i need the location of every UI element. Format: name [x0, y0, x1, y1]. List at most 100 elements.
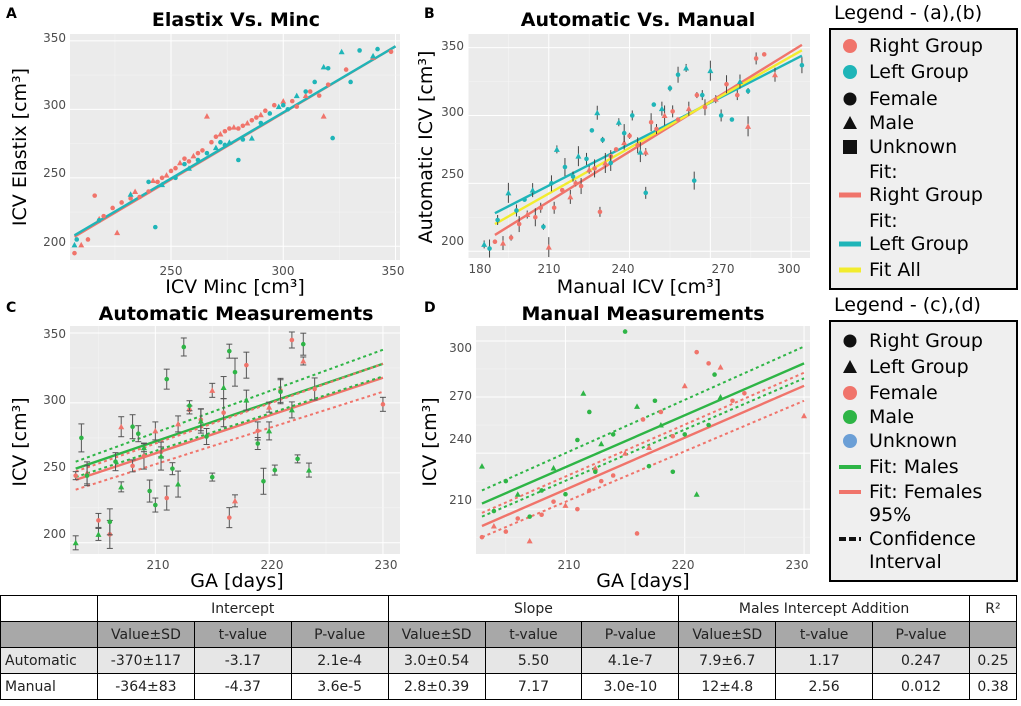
table-cell: 7.9±6.7 — [678, 647, 777, 674]
stats-table: Intercept Slope Males Intercept Addition… — [0, 595, 1018, 700]
data-point — [357, 48, 362, 53]
table-cell: -3.17 — [193, 647, 292, 674]
panel-a-title: Elastix Vs. Minc — [152, 9, 320, 31]
data-point — [130, 463, 135, 469]
panel-c-letter: C — [6, 300, 16, 316]
data-point — [84, 473, 90, 478]
data-point — [742, 390, 747, 396]
dashed-line-icon — [839, 528, 861, 550]
data-point — [621, 130, 627, 136]
data-point-triangle — [175, 420, 182, 427]
data-point — [712, 372, 717, 377]
data-point — [325, 65, 331, 71]
data-point-triangle — [118, 423, 125, 430]
data-point-triangle — [657, 422, 664, 428]
table-group-header: Slope — [387, 595, 680, 622]
data-point — [200, 148, 205, 153]
data-point — [325, 82, 331, 87]
data-point — [584, 156, 589, 162]
data-point — [597, 209, 603, 215]
data-point — [587, 409, 592, 415]
line-icon — [839, 481, 861, 503]
data-point — [718, 113, 724, 118]
panel-b-ytick: 200 — [441, 234, 464, 248]
circle-icon — [839, 430, 861, 452]
data-point-triangle — [801, 412, 808, 419]
data-point — [218, 139, 223, 145]
data-point — [388, 49, 394, 55]
data-point — [573, 181, 579, 186]
data-point — [128, 196, 133, 201]
data-point-triangle — [190, 152, 197, 159]
data-point — [635, 143, 640, 148]
data-point — [375, 46, 380, 52]
table-subheader: P-value — [290, 621, 389, 648]
panel-d-xtick: 210 — [558, 558, 581, 572]
data-point — [654, 126, 659, 132]
legend-ab-item: Fit: Right Group — [839, 161, 983, 207]
table-cell: 3.0±0.54 — [387, 647, 486, 674]
panel-d-title: Manual Measurements — [521, 303, 764, 325]
data-point — [730, 398, 735, 404]
table-cell: 2.1e-4 — [290, 647, 389, 674]
data-point — [589, 128, 595, 133]
panel-b-marks — [481, 43, 805, 258]
data-point — [267, 111, 273, 116]
data-point — [96, 217, 102, 223]
panel-b-xtick: 210 — [538, 262, 561, 276]
data-point — [316, 93, 322, 98]
data-point-triangle — [592, 465, 599, 471]
table-cell: 0.38 — [968, 673, 1018, 700]
panel-c-marks — [72, 331, 386, 551]
table-subheader: Value±SD — [678, 621, 777, 648]
data-point-triangle — [693, 491, 700, 497]
data-point — [232, 369, 238, 375]
data-point — [729, 117, 735, 122]
data-point-triangle — [177, 159, 183, 166]
legend-ab-title: Legend - (a),(b) — [834, 2, 983, 24]
data-point-triangle — [163, 172, 170, 178]
data-point — [236, 157, 241, 163]
data-point — [724, 81, 729, 87]
panel-b-ytick: 300 — [441, 105, 464, 119]
data-point-triangle — [243, 397, 250, 403]
data-point — [613, 147, 619, 152]
data-point-triangle — [203, 113, 210, 119]
legend-ab: Right Group Left Group Female Male Unkno… — [829, 28, 1018, 290]
data-point-triangle — [524, 211, 531, 218]
data-point-triangle — [478, 463, 485, 469]
table-cell: 12±4.8 — [678, 673, 777, 700]
data-point-triangle — [586, 166, 593, 173]
data-point-triangle — [598, 440, 605, 447]
data-point-triangle — [217, 130, 224, 137]
data-point — [222, 142, 228, 148]
data-point-triangle — [717, 394, 724, 400]
table-group-header: R² — [968, 595, 1018, 622]
data-point — [236, 126, 241, 131]
data-point-triangle — [526, 537, 533, 544]
data-point — [702, 105, 708, 110]
data-point-triangle — [562, 502, 569, 508]
data-point — [479, 534, 485, 540]
data-point-triangle — [683, 64, 690, 71]
data-point — [592, 469, 598, 475]
data-point-triangle — [226, 139, 233, 145]
table-row: Automatic -370±117 -3.17 2.1e-4 3.0±0.54… — [0, 647, 1018, 674]
table-subheader-row: Value±SD t-value P-value Value±SD t-valu… — [0, 621, 1018, 648]
square-icon — [839, 136, 861, 158]
data-point — [646, 463, 652, 469]
data-point — [289, 337, 295, 343]
data-point — [312, 79, 317, 85]
data-point-triangle — [658, 105, 665, 112]
table-group-header: Intercept — [96, 595, 389, 622]
panel-d-ytick: 270 — [449, 389, 472, 403]
confidence-interval-line — [481, 377, 805, 518]
data-point — [135, 431, 141, 437]
data-point-triangle — [580, 390, 587, 396]
legend-ab-item: Male — [839, 112, 914, 135]
data-point — [706, 422, 711, 428]
data-point-triangle — [266, 404, 273, 410]
table-cell: 2.56 — [775, 673, 874, 700]
table-cell: 2.8±0.39 — [387, 673, 486, 700]
fit-line — [494, 54, 803, 215]
